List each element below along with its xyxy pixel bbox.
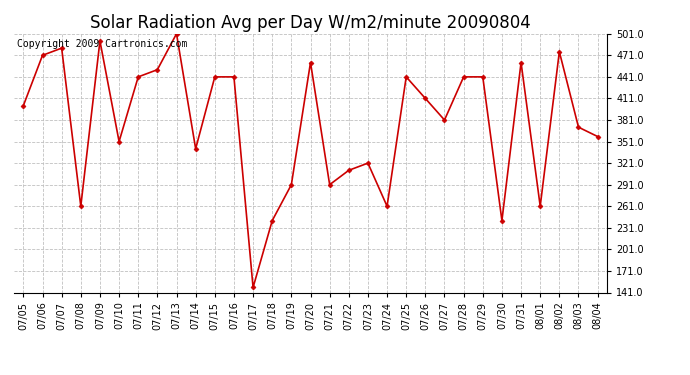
Text: Copyright 2009 Cartronics.com: Copyright 2009 Cartronics.com bbox=[17, 39, 187, 49]
Title: Solar Radiation Avg per Day W/m2/minute 20090804: Solar Radiation Avg per Day W/m2/minute … bbox=[90, 14, 531, 32]
